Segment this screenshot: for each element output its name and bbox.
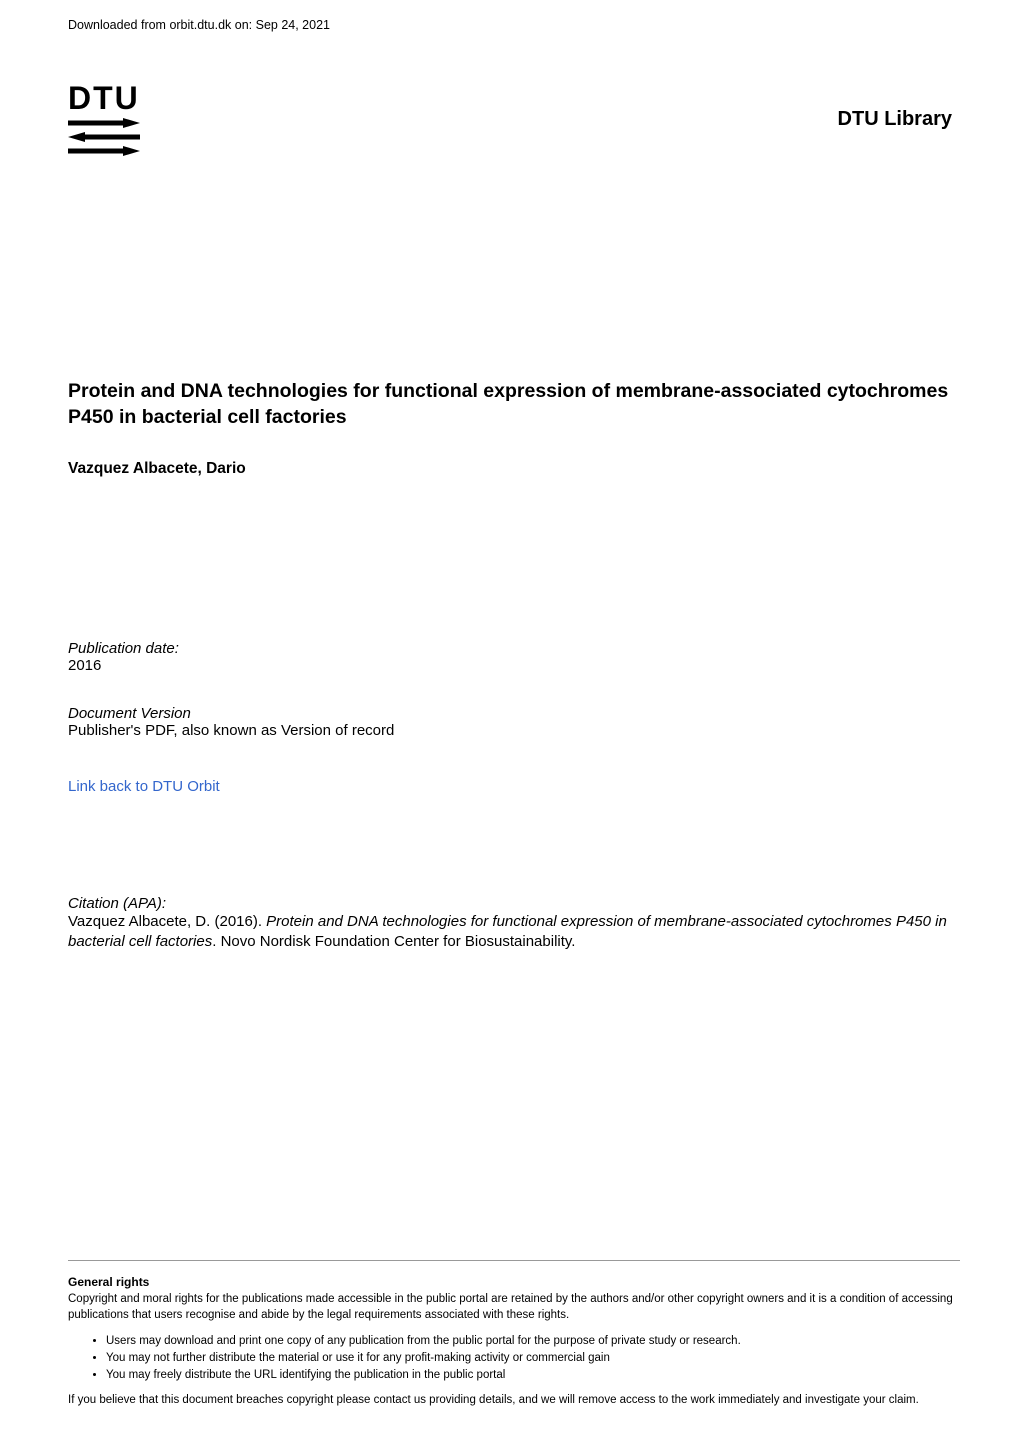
citation-publisher: . Novo Nordisk Foundation Center for Bio… (212, 933, 575, 950)
authors: Vazquez Albacete, Dario (68, 460, 246, 478)
document-version-value: Publisher's PDF, also known as Version o… (68, 722, 394, 739)
dtu-logo: DTU (68, 82, 140, 156)
rights-bullet: You may not further distribute the mater… (106, 1350, 960, 1367)
rights-heading: General rights (68, 1275, 960, 1289)
title-block: Protein and DNA technologies for functio… (68, 378, 952, 431)
rights-bullet-list: Users may download and print one copy of… (106, 1333, 960, 1383)
citation-label: Citation (APA): (68, 895, 952, 912)
citation-text: Vazquez Albacete, D. (2016). Protein and… (68, 912, 952, 951)
publication-date-value: 2016 (68, 657, 179, 674)
dtu-logo-text: DTU (68, 82, 140, 114)
rights-bullet: You may freely distribute the URL identi… (106, 1367, 960, 1384)
download-timestamp: Downloaded from orbit.dtu.dk on: Sep 24,… (68, 18, 330, 32)
rights-bullet: Users may download and print one copy of… (106, 1333, 960, 1350)
publication-date-block: Publication date: 2016 (68, 640, 179, 674)
publication-date-label: Publication date: (68, 640, 179, 657)
document-version-block: Document Version Publisher's PDF, also k… (68, 705, 394, 739)
header-row: DTU DTU Library (68, 82, 952, 156)
orbit-link[interactable]: Link back to DTU Orbit (68, 778, 220, 795)
dtu-logo-lines-icon (68, 118, 140, 156)
orbit-link-row: Link back to DTU Orbit (68, 778, 220, 796)
citation-author: Vazquez Albacete, D. (2016). (68, 913, 266, 930)
rights-intro: Copyright and moral rights for the publi… (68, 1292, 960, 1323)
page-root: Downloaded from orbit.dtu.dk on: Sep 24,… (0, 0, 1020, 1443)
dtu-library-label: DTU Library (838, 108, 952, 131)
paper-title: Protein and DNA technologies for functio… (68, 378, 952, 431)
general-rights-block: General rights Copyright and moral right… (68, 1260, 960, 1409)
document-version-label: Document Version (68, 705, 394, 722)
citation-block: Citation (APA): Vazquez Albacete, D. (20… (68, 895, 952, 951)
rights-divider (68, 1260, 960, 1261)
rights-outro: If you believe that this document breach… (68, 1393, 960, 1409)
